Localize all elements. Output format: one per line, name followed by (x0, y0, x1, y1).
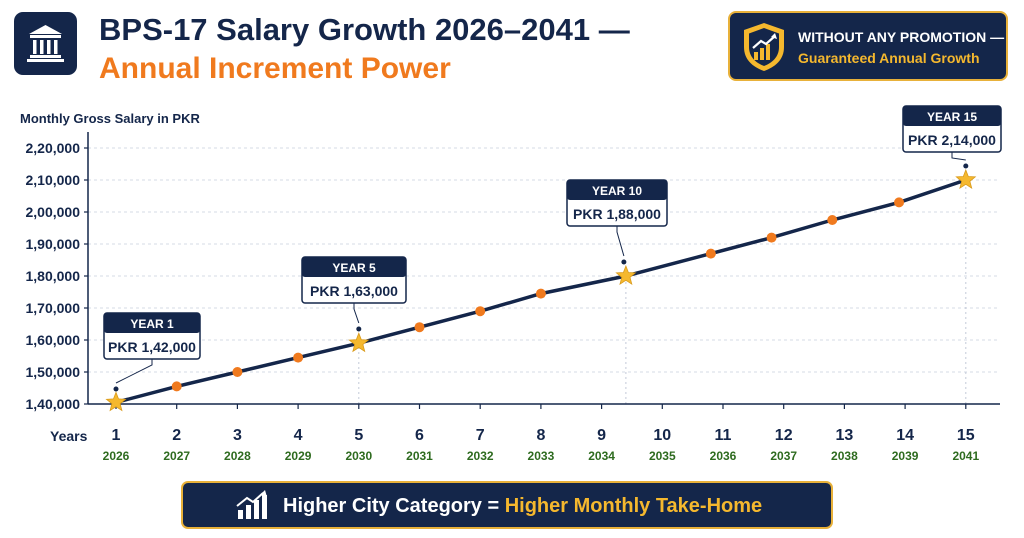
x-tick-year: 1 (112, 427, 121, 444)
government-building-icon (27, 25, 64, 62)
series-line (114, 178, 968, 405)
x-tick-calendar: 2035 (649, 449, 676, 463)
bottom-banner: Higher City Category = Higher Monthly Ta… (181, 481, 833, 529)
axes (84, 132, 1000, 409)
page-title-line2: Annual Increment Power (99, 52, 451, 85)
x-tick-labels: 1 2026 2 2027 3 2028 4 2029 5 2030 6 2031 7 2032 8 2033… (103, 427, 980, 463)
x-tick-calendar: 2038 (831, 449, 858, 463)
x-tick-calendar: 2026 (103, 449, 130, 463)
callout-value: PKR 1,42,000 (108, 339, 196, 355)
x-tick-calendar: 2037 (770, 449, 797, 463)
callout-value: PKR 1,63,000 (310, 283, 398, 299)
y-tick-label: 2,00,000 (26, 204, 81, 220)
dot-marker (894, 197, 905, 208)
callout-anchor-dot (356, 326, 362, 332)
callout-leader (353, 303, 360, 324)
x-axis-label: Years (50, 428, 88, 444)
y-tick-label: 1,70,000 (26, 300, 81, 316)
y-axis-label: Monthly Gross Salary in PKR (20, 111, 200, 126)
x-tick-calendar: 2032 (467, 449, 494, 463)
promotion-line1: WITHOUT ANY PROMOTION — (798, 29, 1005, 45)
dot-marker (827, 215, 838, 225)
callouts: YEAR 1 PKR 1,42,000 YEAR 5 PKR 1,63,000 YEAR… (103, 105, 1002, 392)
x-tick-year: 13 (836, 427, 854, 444)
dot-marker (232, 367, 243, 377)
callout-value: PKR 2,14,000 (908, 132, 996, 148)
promotion-line2: Guaranteed Annual Growth (798, 50, 980, 66)
x-tick-year: 3 (233, 427, 242, 444)
dot-marker (293, 352, 304, 363)
callout-title: YEAR 10 (592, 184, 642, 198)
star-marker (955, 168, 977, 189)
x-tick-year: 15 (957, 427, 975, 444)
dot-marker (414, 322, 425, 333)
y-tick-labels: 1,40,000 1,50,000 1,60,000 1,70,000 1,80,000… (26, 140, 81, 412)
callout-anchor-dot (963, 163, 969, 169)
x-tick-year: 11 (715, 427, 732, 444)
callout-anchor-dot (113, 386, 119, 392)
callout-anchor-dot (621, 259, 627, 265)
promotion-badge: WITHOUT ANY PROMOTION — Guaranteed Annua… (728, 11, 1008, 81)
callout-title: YEAR 1 (130, 317, 174, 331)
dot-marker (475, 306, 486, 317)
callout-leader (115, 359, 153, 384)
shield-growth-icon (744, 23, 784, 71)
grid-lines (88, 147, 1000, 373)
dot-marker (766, 232, 777, 243)
x-tick-year: 7 (476, 427, 485, 444)
callout-header (104, 313, 200, 333)
dot-marker (705, 248, 716, 259)
x-tick-calendar: 2039 (892, 449, 919, 463)
page-title-line1: BPS-17 Salary Growth 2026–2041 — (99, 12, 630, 47)
x-tick-year: 12 (775, 427, 793, 444)
callout-title: YEAR 5 (332, 261, 376, 275)
x-tick-calendar: 2028 (224, 449, 251, 463)
dot-marker (535, 288, 546, 299)
x-tick-year: 9 (597, 427, 606, 444)
callout-title: YEAR 15 (927, 110, 977, 124)
salary-line (114, 178, 968, 405)
x-tick-year: 4 (294, 427, 303, 444)
banner-part1: Higher City Category = (283, 495, 505, 517)
y-tick-label: 1,40,000 (26, 396, 81, 412)
callout-header (903, 106, 1001, 126)
y-tick-label: 1,80,000 (26, 268, 81, 284)
callout-leader (616, 226, 625, 257)
banner-text: Higher City Category = Higher Monthly Ta… (283, 495, 762, 518)
star-marker (615, 264, 637, 285)
x-tick-calendar: 2027 (163, 449, 190, 463)
star-marker (348, 332, 370, 353)
data-markers (105, 168, 977, 412)
y-tick-label: 2,10,000 (26, 172, 81, 188)
dot-marker (171, 381, 182, 392)
growth-chart-icon (236, 490, 267, 519)
x-tick-calendar: 2041 (952, 449, 979, 463)
y-tick-label: 1,60,000 (26, 332, 81, 348)
x-tick-calendar: 2031 (406, 449, 433, 463)
callout-header (302, 257, 406, 277)
x-tick-year: 14 (896, 427, 914, 444)
x-tick-year: 8 (536, 427, 545, 444)
y-tick-label: 1,90,000 (26, 236, 81, 252)
banner-part2: Higher Monthly Take-Home (504, 495, 763, 517)
x-tick-year: 2 (172, 427, 181, 444)
x-tick-calendar: 2036 (710, 449, 737, 463)
x-tick-year: 5 (354, 427, 363, 444)
y-tick-label: 1,50,000 (26, 364, 81, 380)
x-tick-calendar: 2029 (285, 449, 312, 463)
x-tick-calendar: 2033 (528, 449, 555, 463)
callout-leader (951, 152, 966, 161)
callout-header (567, 180, 667, 200)
logo (14, 12, 77, 75)
callout-value: PKR 1,88,000 (573, 206, 661, 222)
x-tick-year: 6 (415, 427, 424, 444)
x-tick-year: 10 (653, 427, 671, 444)
x-tick-calendar: 2030 (345, 449, 372, 463)
y-tick-label: 2,20,000 (26, 140, 81, 156)
x-tick-calendar: 2034 (588, 449, 615, 463)
star-marker (105, 391, 127, 412)
